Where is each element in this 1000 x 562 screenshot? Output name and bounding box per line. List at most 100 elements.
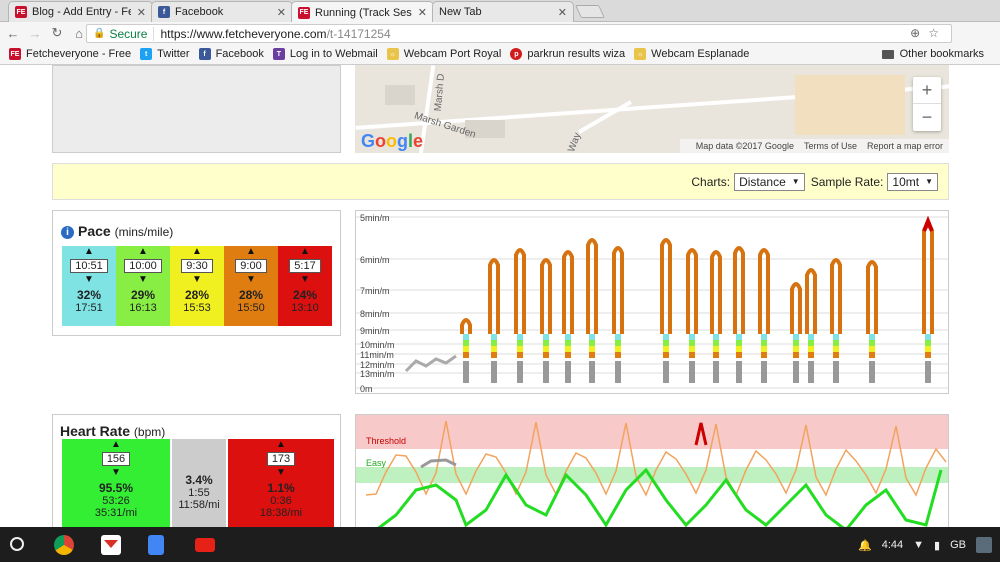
- pace-axis-label: 5min/m: [360, 213, 390, 223]
- arrow-up-icon[interactable]: ▲: [111, 439, 121, 450]
- arrow-up-icon[interactable]: ▲: [276, 439, 286, 450]
- google-logo: Google: [361, 131, 424, 151]
- pace-walk-bar: [793, 361, 799, 383]
- webcam-icon: ☼: [634, 48, 647, 60]
- tab-new[interactable]: New Tab ✕: [432, 1, 574, 22]
- heart-rate-zone-percent: 3.4%: [185, 473, 213, 487]
- pace-band: [689, 334, 695, 340]
- arrow-up-icon[interactable]: ▲: [300, 246, 310, 257]
- zoom-in-button[interactable]: +: [913, 77, 941, 104]
- arrow-down-icon[interactable]: ▼: [300, 274, 310, 285]
- pace-band: [615, 346, 621, 352]
- pace-axis-label: 13min/m: [360, 369, 395, 379]
- arrow-up-icon[interactable]: ▲: [192, 246, 202, 257]
- pace-band: [925, 340, 931, 346]
- map-street-label: Way: [566, 131, 584, 153]
- launcher-icon[interactable]: [10, 537, 24, 551]
- close-icon[interactable]: ✕: [557, 6, 567, 19]
- pace-walk-bar: [565, 361, 571, 383]
- youtube-icon[interactable]: [195, 538, 215, 552]
- pace-band: [761, 346, 767, 352]
- arrow-up-icon[interactable]: ▲: [138, 246, 148, 257]
- pace-walk-bar: [517, 361, 523, 383]
- map[interactable]: Marsh D Marsh Garden Way Google + − Map …: [355, 65, 949, 153]
- pace-peak-marker: [922, 215, 934, 232]
- map-terms-link[interactable]: Terms of Use: [803, 141, 857, 151]
- bookmark-webcam-port-royal[interactable]: ☼ Webcam Port Royal: [386, 48, 502, 60]
- bookmark-webcam-esplanade[interactable]: ☼ Webcam Esplanade: [634, 48, 749, 60]
- chrome-icon[interactable]: [54, 535, 74, 555]
- info-icon[interactable]: i: [61, 226, 74, 239]
- new-tab-button[interactable]: [574, 5, 606, 18]
- pace-band: [793, 340, 799, 346]
- pace-band: [689, 346, 695, 352]
- pace-rep-line: [866, 260, 878, 334]
- reload-icon[interactable]: ↻: [51, 25, 63, 40]
- pace-band: [565, 352, 571, 358]
- pace-zone-time: 17:51: [75, 302, 103, 314]
- system-tray[interactable]: 🔔 4:44 ▼ ▮ GB: [848, 537, 992, 553]
- arrow-down-icon[interactable]: ▼: [84, 274, 94, 285]
- sample-rate-select[interactable]: 10mt ▼: [887, 172, 938, 191]
- tab-blog[interactable]: FE Blog - Add Entry - Fetche ✕: [8, 1, 153, 22]
- close-icon[interactable]: ✕: [417, 7, 427, 19]
- url-path: /t-14171254: [326, 26, 391, 41]
- pace-band: [761, 352, 767, 358]
- arrow-down-icon[interactable]: ▼: [276, 467, 286, 478]
- zoom-out-button[interactable]: −: [921, 107, 933, 127]
- tab-facebook[interactable]: f Facebook ✕: [151, 1, 293, 22]
- charts-select[interactable]: Distance ▼: [734, 172, 805, 191]
- map-report-link[interactable]: Report a map error: [866, 141, 943, 151]
- pace-band: [713, 334, 719, 340]
- bookmark-twitter[interactable]: t Twitter: [140, 48, 190, 60]
- left-panel-top: [52, 65, 341, 153]
- bookmark-fetcheveryone[interactable]: FE Fetcheveryone - Free: [9, 48, 131, 60]
- charts-label: Charts:: [691, 174, 731, 189]
- close-icon[interactable]: ✕: [136, 6, 146, 19]
- pace-walk-bar: [833, 361, 839, 383]
- bookmark-label: Webcam Port Royal: [403, 48, 502, 60]
- zoom-icon[interactable]: ⊕: [910, 26, 929, 40]
- heart-rate-panel: Heart Rate (bpm): [52, 414, 341, 527]
- pace-band: [808, 352, 814, 358]
- heart-rate-zone-value: 156: [101, 452, 131, 466]
- forward-icon[interactable]: →: [28, 25, 42, 41]
- chart-options-bar: Charts: Distance ▼ Sample Rate: 10mt ▼: [52, 163, 949, 200]
- pace-band: [808, 340, 814, 346]
- other-bookmarks[interactable]: Other bookmarks: [881, 48, 984, 60]
- gmail-icon[interactable]: [101, 535, 121, 555]
- address-bar[interactable]: 🔒 Secure https://www.fetcheveryone.com /…: [86, 24, 952, 43]
- close-icon[interactable]: ✕: [276, 6, 286, 19]
- notification-icon[interactable]: 🔔: [858, 539, 872, 552]
- avatar[interactable]: [976, 537, 992, 553]
- heart-rate-zone: ▲ 156 ▼ 95.5% 53:26 35:31/mi: [62, 439, 170, 527]
- bookmark-webmail[interactable]: T Log in to Webmail: [272, 48, 378, 60]
- star-icon[interactable]: ☆: [928, 26, 947, 40]
- heart-rate-zone: ▲ 173 ▼ 1.1% 0:36 18:38/mi: [228, 439, 334, 527]
- pace-band: [615, 340, 621, 346]
- arrow-down-icon[interactable]: ▼: [138, 274, 148, 285]
- pace-band: [925, 346, 931, 352]
- other-bookmarks-label: Other bookmarks: [899, 48, 984, 60]
- pace-walk-bar: [463, 361, 469, 383]
- arrow-down-icon[interactable]: ▼: [111, 467, 121, 478]
- clock: 4:44: [881, 539, 904, 551]
- arrow-up-icon[interactable]: ▲: [84, 246, 94, 257]
- sample-rate-select-value: 10mt: [892, 174, 920, 189]
- tab-running[interactable]: FE Running (Track Session) ✕: [291, 1, 434, 23]
- bookmark-facebook[interactable]: f Facebook: [198, 48, 264, 60]
- bookmark-label: Log in to Webmail: [289, 48, 378, 60]
- pace-rep-line: [586, 238, 598, 334]
- arrow-down-icon[interactable]: ▼: [246, 274, 256, 285]
- docs-icon[interactable]: [148, 535, 164, 555]
- arrow-up-icon[interactable]: ▲: [246, 246, 256, 257]
- pace-axis-label: 6min/m: [360, 255, 390, 265]
- pace-zone-percent: 28%: [184, 288, 210, 302]
- heart-rate-chart: Threshold Easy: [355, 414, 949, 527]
- pace-band: [736, 334, 742, 340]
- arrow-down-icon[interactable]: ▼: [192, 274, 202, 285]
- pace-rep-line: [710, 250, 722, 334]
- bookmark-parkrun[interactable]: p parkrun results wiza: [510, 48, 625, 60]
- back-icon[interactable]: ←: [6, 25, 20, 41]
- home-icon[interactable]: ⌂: [75, 25, 83, 41]
